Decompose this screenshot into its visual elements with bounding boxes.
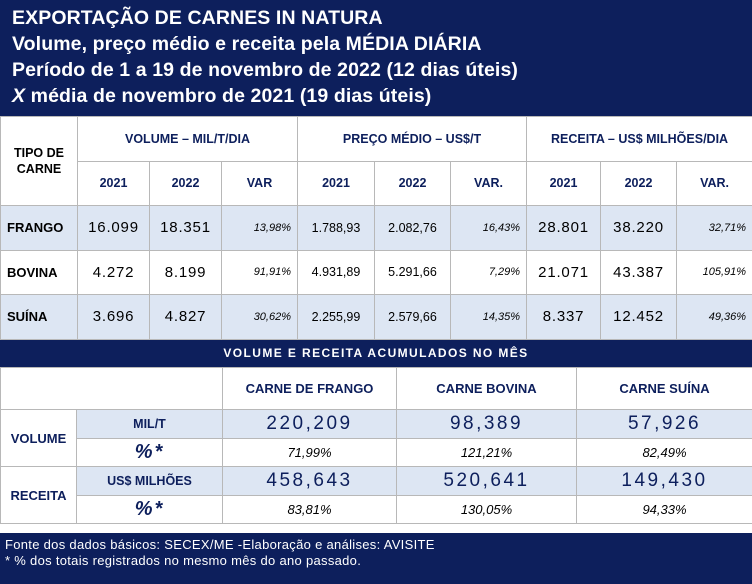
preco-2021: 2.255,99 [297,294,375,340]
header-carne-frango: CARNE DE FRANGO [222,367,397,410]
table-row-bovina: BOVINA 4.272 8.199 91,91% 4.931,89 5.291… [0,249,752,295]
receita-frango: 458,643 [222,466,397,496]
receita-label: RECEITA [0,466,77,524]
volume-pct-label: %* [76,437,223,467]
accumulated-table: CARNE DE FRANGO CARNE BOVINA CARNE SUÍNA… [0,367,752,524]
receita-pct-frango: 83,81% [222,494,397,524]
receita-var: 49,36% [676,294,752,340]
receita-2022: 38.220 [600,205,678,251]
preco-var: 14,35% [449,294,528,340]
preco-var: 16,43% [449,205,528,251]
receita-group-header: RECEITA – US$ MILHÕES/DIA [526,116,752,162]
volume-pct-bovina: 121,21% [396,437,577,467]
volume-2022: 18.351 [149,205,222,251]
receita-2022: 12.452 [600,294,678,340]
subheader-cell: 2021 [526,160,602,206]
receita-2021: 21.071 [526,249,602,295]
title-x-marker: X [12,85,26,107]
subheader-cell: VAR [221,160,298,206]
volume-2022: 4.827 [149,294,222,340]
accumulated-section-title: VOLUME E RECEITA ACUMULADOS NO MÊS [0,340,752,367]
preco-2021: 1.788,93 [297,205,375,251]
preco-2022: 5.291,66 [374,249,451,295]
subheader-cell: 2022 [374,160,451,206]
volume-pct-frango: 71,99% [222,437,397,467]
volume-var: 13,98% [221,205,298,251]
tipo-de-carne-header: TIPO DE CARNE [0,116,78,206]
subheader-cell: 2021 [297,160,375,206]
volume-var: 91,91% [221,249,298,295]
volume-frango: 220,209 [222,409,397,439]
receita-var: 105,91% [676,249,752,295]
volume-group-header: VOLUME – MIL/T/DIA [77,116,298,162]
subheader-cell: 2022 [149,160,222,206]
title-block: EXPORTAÇÃO DE CARNES IN NATURA Volume, p… [0,0,752,116]
receita-var: 32,71% [676,205,752,251]
header-carne-bovina: CARNE BOVINA [396,367,577,410]
volume-label: VOLUME [0,409,77,467]
volume-2021: 16.099 [77,205,150,251]
receita-2021: 8.337 [526,294,602,340]
volume-2022: 8.199 [149,249,222,295]
footer-notes: Fonte dos dados básicos: SECEX/ME -Elabo… [0,533,752,584]
title-line-1: EXPORTAÇÃO DE CARNES IN NATURA [12,7,383,29]
table-row-suina: SUÍNA 3.696 4.827 30,62% 2.255,99 2.579,… [0,294,752,340]
empty-corner-cell [0,367,223,410]
subheader-cell: 2021 [77,160,150,206]
volume-var: 30,62% [221,294,298,340]
receita-2022: 43.387 [600,249,678,295]
receita-bovina: 520,641 [396,466,577,496]
header-carne-suina: CARNE SUÍNA [576,367,752,410]
footnote: * % dos totais registrados no mesmo mês … [5,553,362,568]
volume-unit: MIL/T [76,409,223,439]
row-label: BOVINA [0,249,78,295]
preco-2021: 4.931,89 [297,249,375,295]
subheader-cell: VAR. [676,160,752,206]
title-line-4-text: média de novembro de 2021 (19 dias úteis… [25,85,432,107]
source-note: Fonte dos dados básicos: SECEX/ME -Elabo… [5,537,435,552]
volume-2021: 3.696 [77,294,150,340]
preco-2022: 2.579,66 [374,294,451,340]
volume-bovina: 98,389 [396,409,577,439]
volume-pct-suina: 82,49% [576,437,752,467]
row-label: SUÍNA [0,294,78,340]
volume-2021: 4.272 [77,249,150,295]
preco-2022: 2.082,76 [374,205,451,251]
receita-2021: 28.801 [526,205,602,251]
table-row-frango: FRANGO 16.099 18.351 13,98% 1.788,93 2.0… [0,205,752,251]
receita-pct-label: %* [76,494,223,524]
title-line-2: Volume, preço médio e receita pela MÉDIA… [12,33,482,55]
preco-medio-group-header: PREÇO MÉDIO – US$/T [296,116,528,162]
receita-unit: US$ MILHÕES [76,466,223,496]
row-label: FRANGO [0,205,78,251]
receita-suina: 149,430 [576,466,752,496]
title-line-4: X média de novembro de 2021 (19 dias úte… [12,83,752,109]
daily-average-table: TIPO DE CARNE VOLUME – MIL/T/DIA PREÇO M… [0,116,752,340]
subheader-cell: VAR. [449,160,528,206]
preco-var: 7,29% [449,249,528,295]
receita-pct-bovina: 130,05% [396,494,577,524]
volume-suina: 57,926 [576,409,752,439]
subheader-cell: 2022 [600,160,678,206]
receita-pct-suina: 94,33% [576,494,752,524]
title-line-3: Período de 1 a 19 de novembro de 2022 (1… [12,59,518,81]
